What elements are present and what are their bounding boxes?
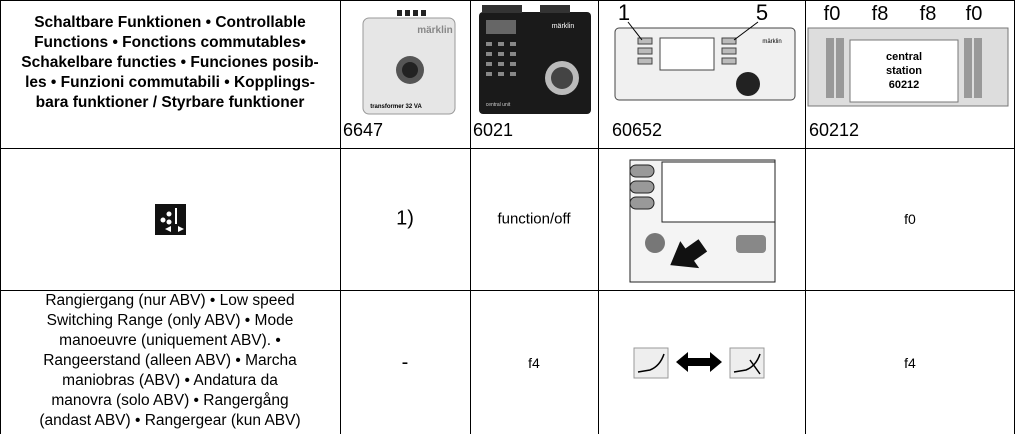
image-text: transformer 32 VA bbox=[370, 104, 422, 110]
image-text: central bbox=[886, 51, 922, 63]
col-line bbox=[805, 0, 806, 434]
text-line: Schaltbare Funktionen • Controllable bbox=[34, 14, 306, 31]
col-line bbox=[470, 0, 471, 434]
image-text: 5 bbox=[756, 0, 768, 25]
image-text: märklin bbox=[762, 39, 781, 45]
text-line: maniobras (ABV) • Andatura da bbox=[62, 372, 278, 389]
image-text: f8 bbox=[920, 3, 937, 25]
row-line bbox=[0, 290, 1015, 291]
text-line: Switching Range (only ABV) • Mode bbox=[46, 312, 294, 329]
text-line: Schakelbare functies • Funciones posib- bbox=[21, 54, 319, 71]
cell: - bbox=[401, 351, 409, 374]
row-line bbox=[0, 148, 1015, 149]
header-text: Schaltbare Funktionen • Controllable Func… bbox=[0, 13, 340, 113]
cell: f4 bbox=[904, 355, 916, 371]
text-line: les • Funzioni commutabili • Kopplings- bbox=[25, 74, 315, 91]
device-number: 60652 bbox=[612, 120, 663, 140]
image-text: 1 bbox=[618, 0, 630, 25]
description: Rangiergang (nur ABV) • Low speed Switchi… bbox=[0, 291, 340, 431]
device-number: 60212 bbox=[809, 120, 860, 140]
cell: function/off bbox=[497, 210, 571, 228]
text-line: Functions • Fonctions commutables• bbox=[34, 34, 306, 51]
device-number: 6647 bbox=[343, 120, 384, 140]
image-text: märklin bbox=[552, 23, 575, 30]
text-line: Rangeerstand (alleen ABV) • Marcha bbox=[43, 352, 297, 369]
image-text: märklin bbox=[417, 25, 453, 36]
image-text: f0 bbox=[966, 3, 983, 25]
text-line: manoeuvre (uniquement ABV). • bbox=[59, 332, 281, 349]
text-line: Rangiergang (nur ABV) • Low speed bbox=[45, 292, 295, 309]
col-line bbox=[598, 0, 599, 434]
cell: f4 bbox=[528, 355, 540, 371]
image-text: f0 bbox=[824, 3, 841, 25]
image-text: station bbox=[886, 65, 922, 77]
cell: f0 bbox=[904, 211, 916, 227]
text-line: (andast ABV) • Rangergear (kun ABV) bbox=[39, 412, 301, 429]
image-text: 60212 bbox=[889, 79, 920, 91]
image-text: central unit bbox=[486, 102, 511, 108]
text-line: manovra (solo ABV) • Rangergång bbox=[51, 392, 289, 409]
device-number: 6021 bbox=[473, 120, 514, 140]
col-line bbox=[340, 0, 341, 434]
text-line: bara funktioner / Styrbare funktioner bbox=[35, 94, 305, 111]
image-text: f8 bbox=[872, 3, 889, 25]
cell: 1) bbox=[396, 207, 414, 230]
